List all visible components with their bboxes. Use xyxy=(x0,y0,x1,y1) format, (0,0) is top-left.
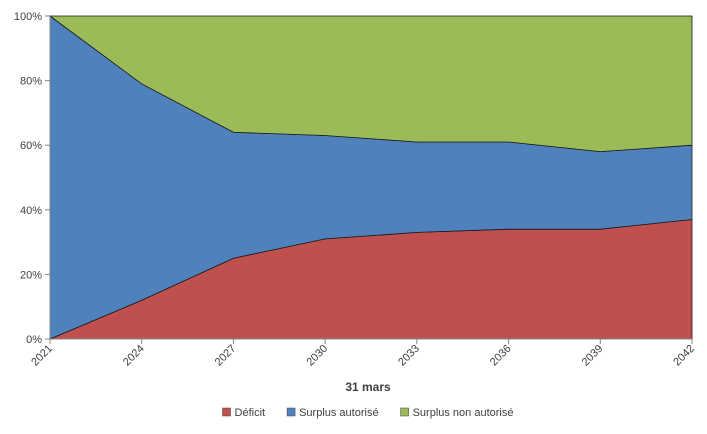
legend-swatch xyxy=(400,407,409,417)
y-tick-label: 60% xyxy=(20,140,42,152)
x-tick-label: 2039 xyxy=(580,343,606,369)
legend-label: Surplus autorisé xyxy=(299,407,379,419)
legend-label: Surplus non autorisé xyxy=(413,407,514,419)
x-tick-label: 2042 xyxy=(671,343,697,369)
y-axis-ticks: 0% 20% 40% 60% 80% 100% xyxy=(14,11,50,346)
x-tick-label: 2024 xyxy=(121,343,147,369)
x-axis-title: 31 mars xyxy=(345,380,391,394)
y-tick-label: 20% xyxy=(20,269,42,281)
x-tick-label: 2021 xyxy=(29,343,55,369)
y-tick-label: 40% xyxy=(20,205,42,217)
legend-item: Surplus non autorisé xyxy=(400,407,514,419)
legend-swatch xyxy=(222,407,231,417)
y-tick-label: 100% xyxy=(14,11,42,23)
x-tick-label: 2036 xyxy=(488,343,514,369)
axes xyxy=(49,16,692,340)
legend-swatch xyxy=(286,407,296,417)
area-series-3 xyxy=(48,15,693,153)
x-tick-label: 2030 xyxy=(304,343,330,369)
x-axis-ticks: 2021 2024 2027 2030 2033 2036 2039 2042 xyxy=(29,339,697,368)
legend-label: Déficit xyxy=(235,407,266,419)
area-layer xyxy=(48,15,693,340)
legend: Déficit Surplus autorisé Surplus non autor… xyxy=(222,407,514,419)
y-tick-label: 0% xyxy=(26,334,42,346)
legend-item: Surplus autorisé xyxy=(286,407,379,419)
y-tick-label: 80% xyxy=(20,76,42,88)
x-tick-label: 2027 xyxy=(213,343,239,369)
legend-item: Déficit xyxy=(222,407,266,419)
x-tick-label: 2033 xyxy=(396,343,422,369)
